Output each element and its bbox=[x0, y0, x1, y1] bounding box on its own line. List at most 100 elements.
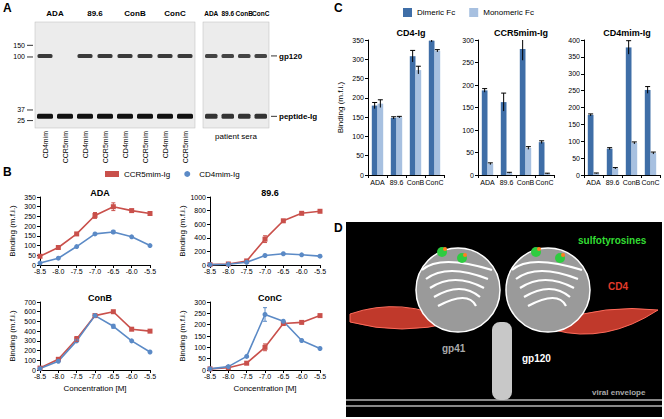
svg-text:89.6: 89.6 bbox=[390, 179, 404, 186]
svg-text:CD4mim-Ig: CD4mim-Ig bbox=[603, 28, 651, 38]
svg-text:-6.0: -6.0 bbox=[296, 268, 308, 275]
svg-text:B: B bbox=[3, 165, 12, 179]
svg-text:ConB: ConB bbox=[236, 10, 254, 17]
svg-text:CCR5mim-Ig: CCR5mim-Ig bbox=[494, 28, 548, 38]
svg-text:200: 200 bbox=[194, 248, 206, 255]
svg-text:-6.5: -6.5 bbox=[277, 268, 289, 275]
svg-text:-6.0: -6.0 bbox=[126, 373, 138, 380]
svg-text:CCR5mim: CCR5mim bbox=[182, 131, 189, 163]
svg-text:CCR5mim: CCR5mim bbox=[142, 131, 149, 163]
svg-text:0: 0 bbox=[470, 172, 474, 179]
svg-text:ConB: ConB bbox=[88, 293, 112, 303]
svg-text:350: 350 bbox=[568, 53, 580, 60]
svg-text:150: 150 bbox=[24, 232, 36, 239]
svg-text:100: 100 bbox=[24, 242, 36, 249]
svg-text:89.6: 89.6 bbox=[606, 179, 620, 186]
svg-text:89.6: 89.6 bbox=[87, 9, 103, 18]
svg-text:-7.5: -7.5 bbox=[71, 373, 83, 380]
svg-text:400: 400 bbox=[568, 37, 580, 44]
svg-text:250: 250 bbox=[568, 87, 580, 94]
svg-text:0: 0 bbox=[576, 172, 580, 179]
svg-text:200: 200 bbox=[24, 223, 36, 230]
svg-text:Dimeric Fc: Dimeric Fc bbox=[417, 8, 455, 17]
svg-text:150: 150 bbox=[568, 121, 580, 128]
svg-text:ADA: ADA bbox=[370, 179, 385, 186]
svg-text:ConC: ConC bbox=[258, 293, 282, 303]
svg-text:-6.5: -6.5 bbox=[277, 373, 289, 380]
svg-text:ConB: ConB bbox=[517, 179, 535, 186]
svg-text:350: 350 bbox=[352, 37, 364, 44]
svg-text:-7.0: -7.0 bbox=[259, 373, 271, 380]
svg-text:CCR5mim: CCR5mim bbox=[102, 131, 109, 163]
svg-text:700: 700 bbox=[24, 299, 36, 306]
svg-text:Concentration [M]: Concentration [M] bbox=[63, 384, 126, 393]
svg-text:300: 300 bbox=[24, 203, 36, 210]
svg-text:-5.5: -5.5 bbox=[314, 373, 326, 380]
svg-text:ConC: ConC bbox=[164, 9, 186, 18]
svg-text:-7.5: -7.5 bbox=[241, 373, 253, 380]
svg-text:viral envelope: viral envelope bbox=[592, 388, 646, 397]
svg-text:0: 0 bbox=[360, 172, 364, 179]
svg-text:150: 150 bbox=[13, 42, 25, 49]
svg-text:50: 50 bbox=[198, 355, 206, 362]
svg-text:CD4-Ig: CD4-Ig bbox=[397, 28, 426, 38]
svg-text:C: C bbox=[334, 1, 343, 15]
svg-text:Binding (m.f.i.): Binding (m.f.i.) bbox=[178, 205, 187, 257]
svg-text:89.6: 89.6 bbox=[261, 188, 279, 198]
svg-text:-7.5: -7.5 bbox=[71, 268, 83, 275]
svg-text:600: 600 bbox=[194, 221, 206, 228]
svg-text:gp120: gp120 bbox=[522, 353, 551, 364]
svg-text:-6.5: -6.5 bbox=[107, 373, 119, 380]
svg-text:-5.5: -5.5 bbox=[144, 268, 156, 275]
svg-text:150: 150 bbox=[194, 333, 206, 340]
svg-text:A: A bbox=[3, 1, 12, 15]
svg-text:350: 350 bbox=[24, 194, 36, 201]
svg-text:CD4: CD4 bbox=[608, 281, 628, 292]
svg-text:CD4mim: CD4mim bbox=[162, 131, 169, 158]
svg-text:800: 800 bbox=[194, 207, 206, 214]
svg-text:250: 250 bbox=[194, 310, 206, 317]
svg-text:89.6: 89.6 bbox=[221, 10, 234, 17]
svg-text:peptide-Ig: peptide-Ig bbox=[279, 112, 317, 121]
svg-text:400: 400 bbox=[194, 234, 206, 241]
svg-text:-8.0: -8.0 bbox=[52, 268, 64, 275]
svg-text:100: 100 bbox=[462, 127, 474, 134]
svg-text:Binding (m.f.i.): Binding (m.f.i.) bbox=[8, 205, 17, 257]
svg-text:250: 250 bbox=[462, 59, 474, 66]
svg-text:-8.0: -8.0 bbox=[222, 268, 234, 275]
svg-text:ConC: ConC bbox=[426, 179, 444, 186]
svg-text:200: 200 bbox=[194, 321, 206, 328]
svg-text:50: 50 bbox=[28, 252, 36, 259]
svg-text:Concentration [M]: Concentration [M] bbox=[233, 384, 296, 393]
svg-text:ConB: ConB bbox=[407, 179, 425, 186]
svg-text:1000: 1000 bbox=[190, 194, 206, 201]
svg-text:CD4mim: CD4mim bbox=[42, 131, 49, 158]
svg-text:300: 300 bbox=[194, 299, 206, 306]
svg-text:50: 50 bbox=[572, 155, 580, 162]
svg-text:ConC: ConC bbox=[252, 10, 270, 17]
svg-text:100: 100 bbox=[352, 133, 364, 140]
svg-text:ConB: ConB bbox=[124, 9, 146, 18]
svg-text:ConB: ConB bbox=[623, 179, 641, 186]
svg-text:ADA: ADA bbox=[90, 188, 110, 198]
svg-text:300: 300 bbox=[568, 70, 580, 77]
svg-text:D: D bbox=[334, 221, 343, 235]
svg-text:-8.5: -8.5 bbox=[34, 268, 46, 275]
svg-text:200: 200 bbox=[352, 94, 364, 101]
svg-text:50: 50 bbox=[466, 149, 474, 156]
svg-text:-8.5: -8.5 bbox=[204, 373, 216, 380]
svg-text:600: 600 bbox=[24, 308, 36, 315]
svg-text:-7.0: -7.0 bbox=[89, 373, 101, 380]
svg-text:-5.5: -5.5 bbox=[144, 373, 156, 380]
svg-text:-5.5: -5.5 bbox=[314, 268, 326, 275]
svg-text:-6.5: -6.5 bbox=[107, 268, 119, 275]
svg-text:100: 100 bbox=[13, 53, 25, 60]
svg-text:200: 200 bbox=[24, 347, 36, 354]
svg-text:-7.0: -7.0 bbox=[259, 268, 271, 275]
svg-text:300: 300 bbox=[462, 37, 474, 44]
svg-text:Binding (m.f.i.): Binding (m.f.i.) bbox=[178, 310, 187, 362]
svg-text:ADA: ADA bbox=[586, 179, 601, 186]
svg-text:ConC: ConC bbox=[536, 179, 554, 186]
svg-text:89.6: 89.6 bbox=[500, 179, 514, 186]
svg-text:ADA: ADA bbox=[480, 179, 495, 186]
